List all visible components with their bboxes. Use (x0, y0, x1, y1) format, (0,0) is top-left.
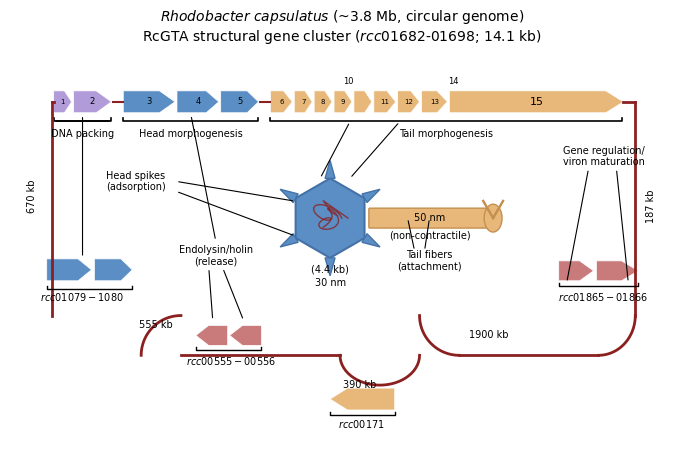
Text: RcGTA structural gene cluster ($\it{rcc}$01682-01698; 14.1 kb): RcGTA structural gene cluster ($\it{rcc}… (142, 28, 542, 46)
Polygon shape (330, 388, 395, 410)
Polygon shape (374, 91, 396, 113)
Polygon shape (334, 91, 352, 113)
Text: 2: 2 (90, 97, 95, 106)
Text: 14: 14 (448, 77, 458, 86)
Text: 9: 9 (340, 99, 345, 105)
Text: $\it{rcc00171}$: $\it{rcc00171}$ (338, 418, 385, 430)
Polygon shape (325, 258, 335, 276)
Text: (non-contractile): (non-contractile) (388, 230, 471, 240)
Text: $\it{Rhodobacter\ capsulatus}$ (~3.8 Mb, circular genome): $\it{Rhodobacter\ capsulatus}$ (~3.8 Mb,… (160, 8, 524, 26)
Text: Head spikes
(adsorption): Head spikes (adsorption) (106, 170, 166, 192)
Text: 3: 3 (147, 97, 152, 106)
Text: 555 kb: 555 kb (139, 320, 173, 330)
Polygon shape (362, 189, 380, 203)
Polygon shape (325, 160, 335, 178)
Polygon shape (398, 91, 419, 113)
Text: 670 kb: 670 kb (27, 179, 37, 213)
Text: 4: 4 (195, 97, 201, 106)
Text: DNA packing: DNA packing (51, 129, 114, 139)
Text: Tail morphogenesis: Tail morphogenesis (399, 129, 493, 139)
Text: 13: 13 (430, 99, 439, 105)
Polygon shape (314, 91, 332, 113)
Polygon shape (229, 326, 262, 346)
Polygon shape (421, 91, 447, 113)
Text: 12: 12 (404, 99, 413, 105)
Text: 390 kb: 390 kb (343, 380, 377, 390)
Polygon shape (196, 326, 227, 346)
Text: 10: 10 (342, 77, 353, 86)
Polygon shape (271, 91, 292, 113)
Polygon shape (221, 91, 258, 113)
Polygon shape (73, 91, 112, 113)
Text: 6: 6 (279, 99, 284, 105)
Text: 187 kb: 187 kb (646, 189, 656, 223)
Polygon shape (177, 91, 219, 113)
Polygon shape (296, 178, 364, 258)
Polygon shape (354, 91, 372, 113)
Text: 15: 15 (530, 97, 543, 107)
Polygon shape (559, 261, 593, 281)
Polygon shape (362, 234, 380, 247)
Polygon shape (597, 261, 638, 281)
Text: 8: 8 (321, 99, 325, 105)
Ellipse shape (484, 204, 502, 232)
Polygon shape (295, 91, 312, 113)
Text: Gene regulation/
viron maturation: Gene regulation/ viron maturation (562, 146, 645, 167)
Text: 7: 7 (301, 99, 306, 105)
Polygon shape (47, 259, 92, 281)
Text: 1: 1 (60, 99, 65, 105)
Polygon shape (280, 189, 298, 203)
Text: 5: 5 (237, 97, 242, 106)
Polygon shape (123, 91, 175, 113)
FancyBboxPatch shape (369, 208, 490, 228)
Text: $\it{rcc01865-01866}$: $\it{rcc01865-01866}$ (558, 291, 649, 303)
Text: 1900 kb: 1900 kb (469, 330, 509, 340)
Polygon shape (280, 234, 298, 247)
Text: $\it{rcc01079-1080}$: $\it{rcc01079-1080}$ (40, 291, 123, 303)
Text: $\it{rcc00555-00556}$: $\it{rcc00555-00556}$ (186, 355, 275, 367)
Text: 30 nm: 30 nm (314, 278, 346, 288)
Text: 50 nm: 50 nm (414, 213, 445, 223)
Polygon shape (95, 259, 132, 281)
Polygon shape (53, 91, 72, 113)
Text: Head morphogenesis: Head morphogenesis (139, 129, 242, 139)
Text: (4.4 kb): (4.4 kb) (311, 265, 349, 275)
Polygon shape (449, 91, 623, 113)
Text: 11: 11 (380, 99, 389, 105)
Text: Endolysin/holin
(release): Endolysin/holin (release) (179, 245, 253, 267)
Text: Tail fibers
(attachment): Tail fibers (attachment) (397, 250, 462, 272)
